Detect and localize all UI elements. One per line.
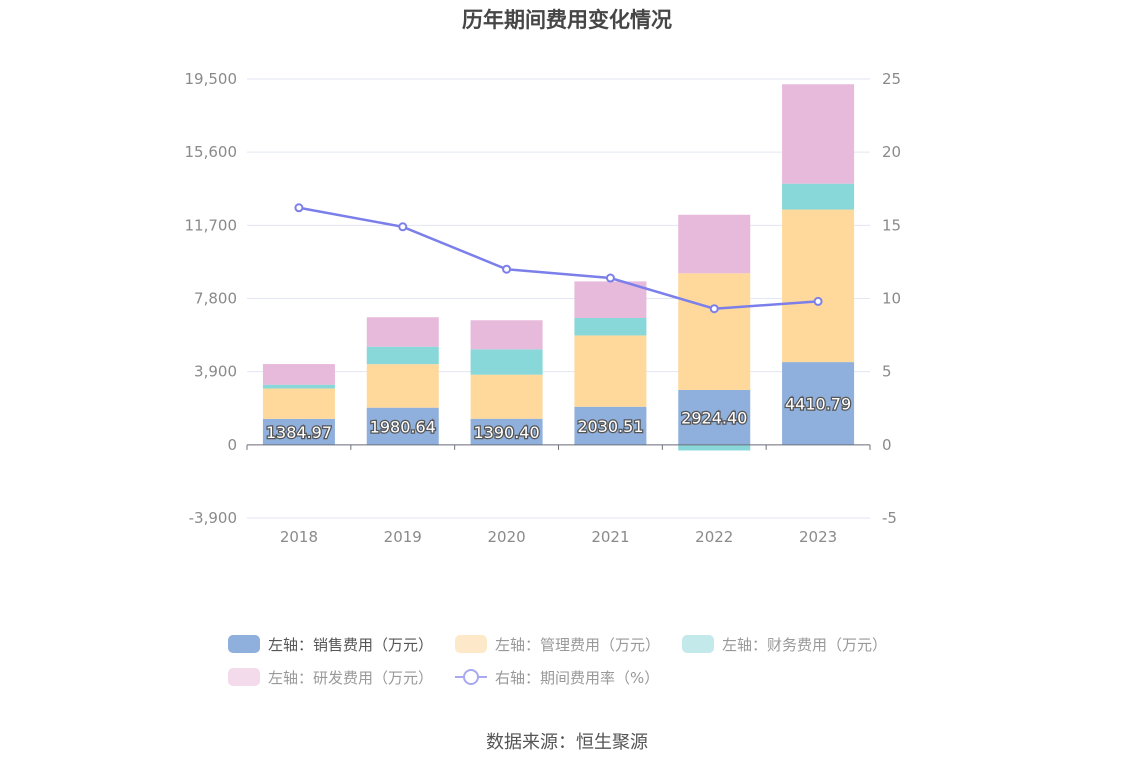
rate-point <box>398 222 408 232</box>
right-tick-label: -5 <box>882 509 897 527</box>
bar-sales <box>678 389 751 445</box>
legend-row-1: 左轴：销售费用（万元） 左轴：管理费用（万元） 左轴：财务费用（万元） <box>228 632 928 656</box>
rate-point <box>294 203 304 213</box>
x-tick-label: 2023 <box>799 528 837 546</box>
left-tick-label: 0 <box>227 436 237 454</box>
bar-rd <box>678 214 751 274</box>
bar-sales <box>366 407 439 445</box>
rate-point <box>709 304 719 314</box>
sales-data-label: 1980.64 <box>370 417 436 436</box>
bar-admin <box>678 273 751 390</box>
rate-point <box>605 273 615 283</box>
bar-admin <box>262 388 335 419</box>
legend-item-sales[interactable]: 左轴：销售费用（万元） <box>228 634 433 655</box>
bar-finance <box>678 444 751 451</box>
right-tick-label: 20 <box>882 143 901 161</box>
legend-row-2: 左轴：研发费用（万元） 右轴：期间费用率（%） <box>228 665 928 689</box>
right-tick-label: 10 <box>882 290 901 308</box>
legend-label-sales: 左轴：销售费用（万元） <box>268 635 434 654</box>
sales-data-label: 1390.40 <box>473 423 539 442</box>
legend-swatch-rd <box>228 668 260 686</box>
bar-sales <box>262 418 335 445</box>
bar-finance <box>366 346 439 365</box>
x-tick-label: 2019 <box>384 528 422 546</box>
legend-item-finance[interactable]: 左轴：财务费用（万元） <box>682 634 887 655</box>
legend-label-rate: 右轴：期间费用率（%） <box>495 668 660 687</box>
bar-admin <box>470 374 543 419</box>
right-tick-label: 25 <box>882 70 901 88</box>
left-tick-label: 3,900 <box>194 363 237 381</box>
stacked-bar-line-chart: -3,900 0 3,900 7,800 11,700 15,600 19,500 -5 0 5 1… <box>185 70 902 546</box>
bar-admin <box>574 335 647 407</box>
sales-data-label: 1384.97 <box>266 423 332 442</box>
bar-sales <box>470 418 543 445</box>
chart-title: 历年期间费用变化情况 <box>462 8 672 32</box>
rate-line <box>298 206 819 311</box>
right-tick-label: 15 <box>882 216 901 234</box>
bar-rd <box>366 317 439 347</box>
bar-finance <box>782 183 855 210</box>
sales-data-label: 2924.40 <box>681 408 747 427</box>
bar-rd <box>262 364 335 385</box>
bar-rd <box>470 320 543 350</box>
sales-data-label: 2030.51 <box>577 417 643 436</box>
legend-item-rd[interactable]: 左轴：研发费用（万元） <box>228 667 433 688</box>
bar-rd <box>782 84 855 184</box>
x-tick-label: 2022 <box>695 528 733 546</box>
right-tick-label: 0 <box>882 436 892 454</box>
left-tick-label: 15,600 <box>185 143 238 161</box>
bar-sales <box>574 406 647 445</box>
x-tick-label: 2018 <box>280 528 318 546</box>
rate-point <box>813 296 823 306</box>
left-tick-label: 19,500 <box>185 70 238 88</box>
bar-finance <box>262 384 335 389</box>
bar-admin <box>782 209 855 363</box>
legend-label-finance: 左轴：财务费用（万元） <box>722 635 888 654</box>
legend-label-admin: 左轴：管理费用（万元） <box>495 635 661 654</box>
legend-item-rate[interactable]: 右轴：期间费用率（%） <box>455 667 659 688</box>
bar-rd <box>574 281 647 319</box>
bar-finance <box>470 349 543 375</box>
bar-admin <box>366 364 439 408</box>
legend-swatch-finance <box>682 635 715 653</box>
legend-item-admin[interactable]: 左轴：管理费用（万元） <box>455 634 660 655</box>
bar-sales <box>782 362 855 445</box>
data-source: 数据来源：恒生聚源 <box>486 732 648 753</box>
right-tick-label: 5 <box>882 363 892 381</box>
left-tick-label: -3,900 <box>189 509 237 527</box>
legend-swatch-sales <box>228 635 260 653</box>
legend-swatch-rate <box>455 668 488 686</box>
left-tick-label: 7,800 <box>194 290 237 308</box>
left-tick-label: 11,700 <box>185 216 238 234</box>
bar-finance <box>574 318 647 336</box>
legend-label-rd: 左轴：研发费用（万元） <box>268 668 434 687</box>
sales-data-label: 4410.79 <box>785 394 851 413</box>
legend-swatch-admin <box>455 635 488 653</box>
x-tick-label: 2021 <box>591 528 629 546</box>
rate-point <box>502 264 512 274</box>
x-tick-label: 2020 <box>487 528 525 546</box>
chart-legend: 左轴：销售费用（万元） 左轴：管理费用（万元） 左轴：财务费用（万元） 左轴：研… <box>228 632 928 698</box>
